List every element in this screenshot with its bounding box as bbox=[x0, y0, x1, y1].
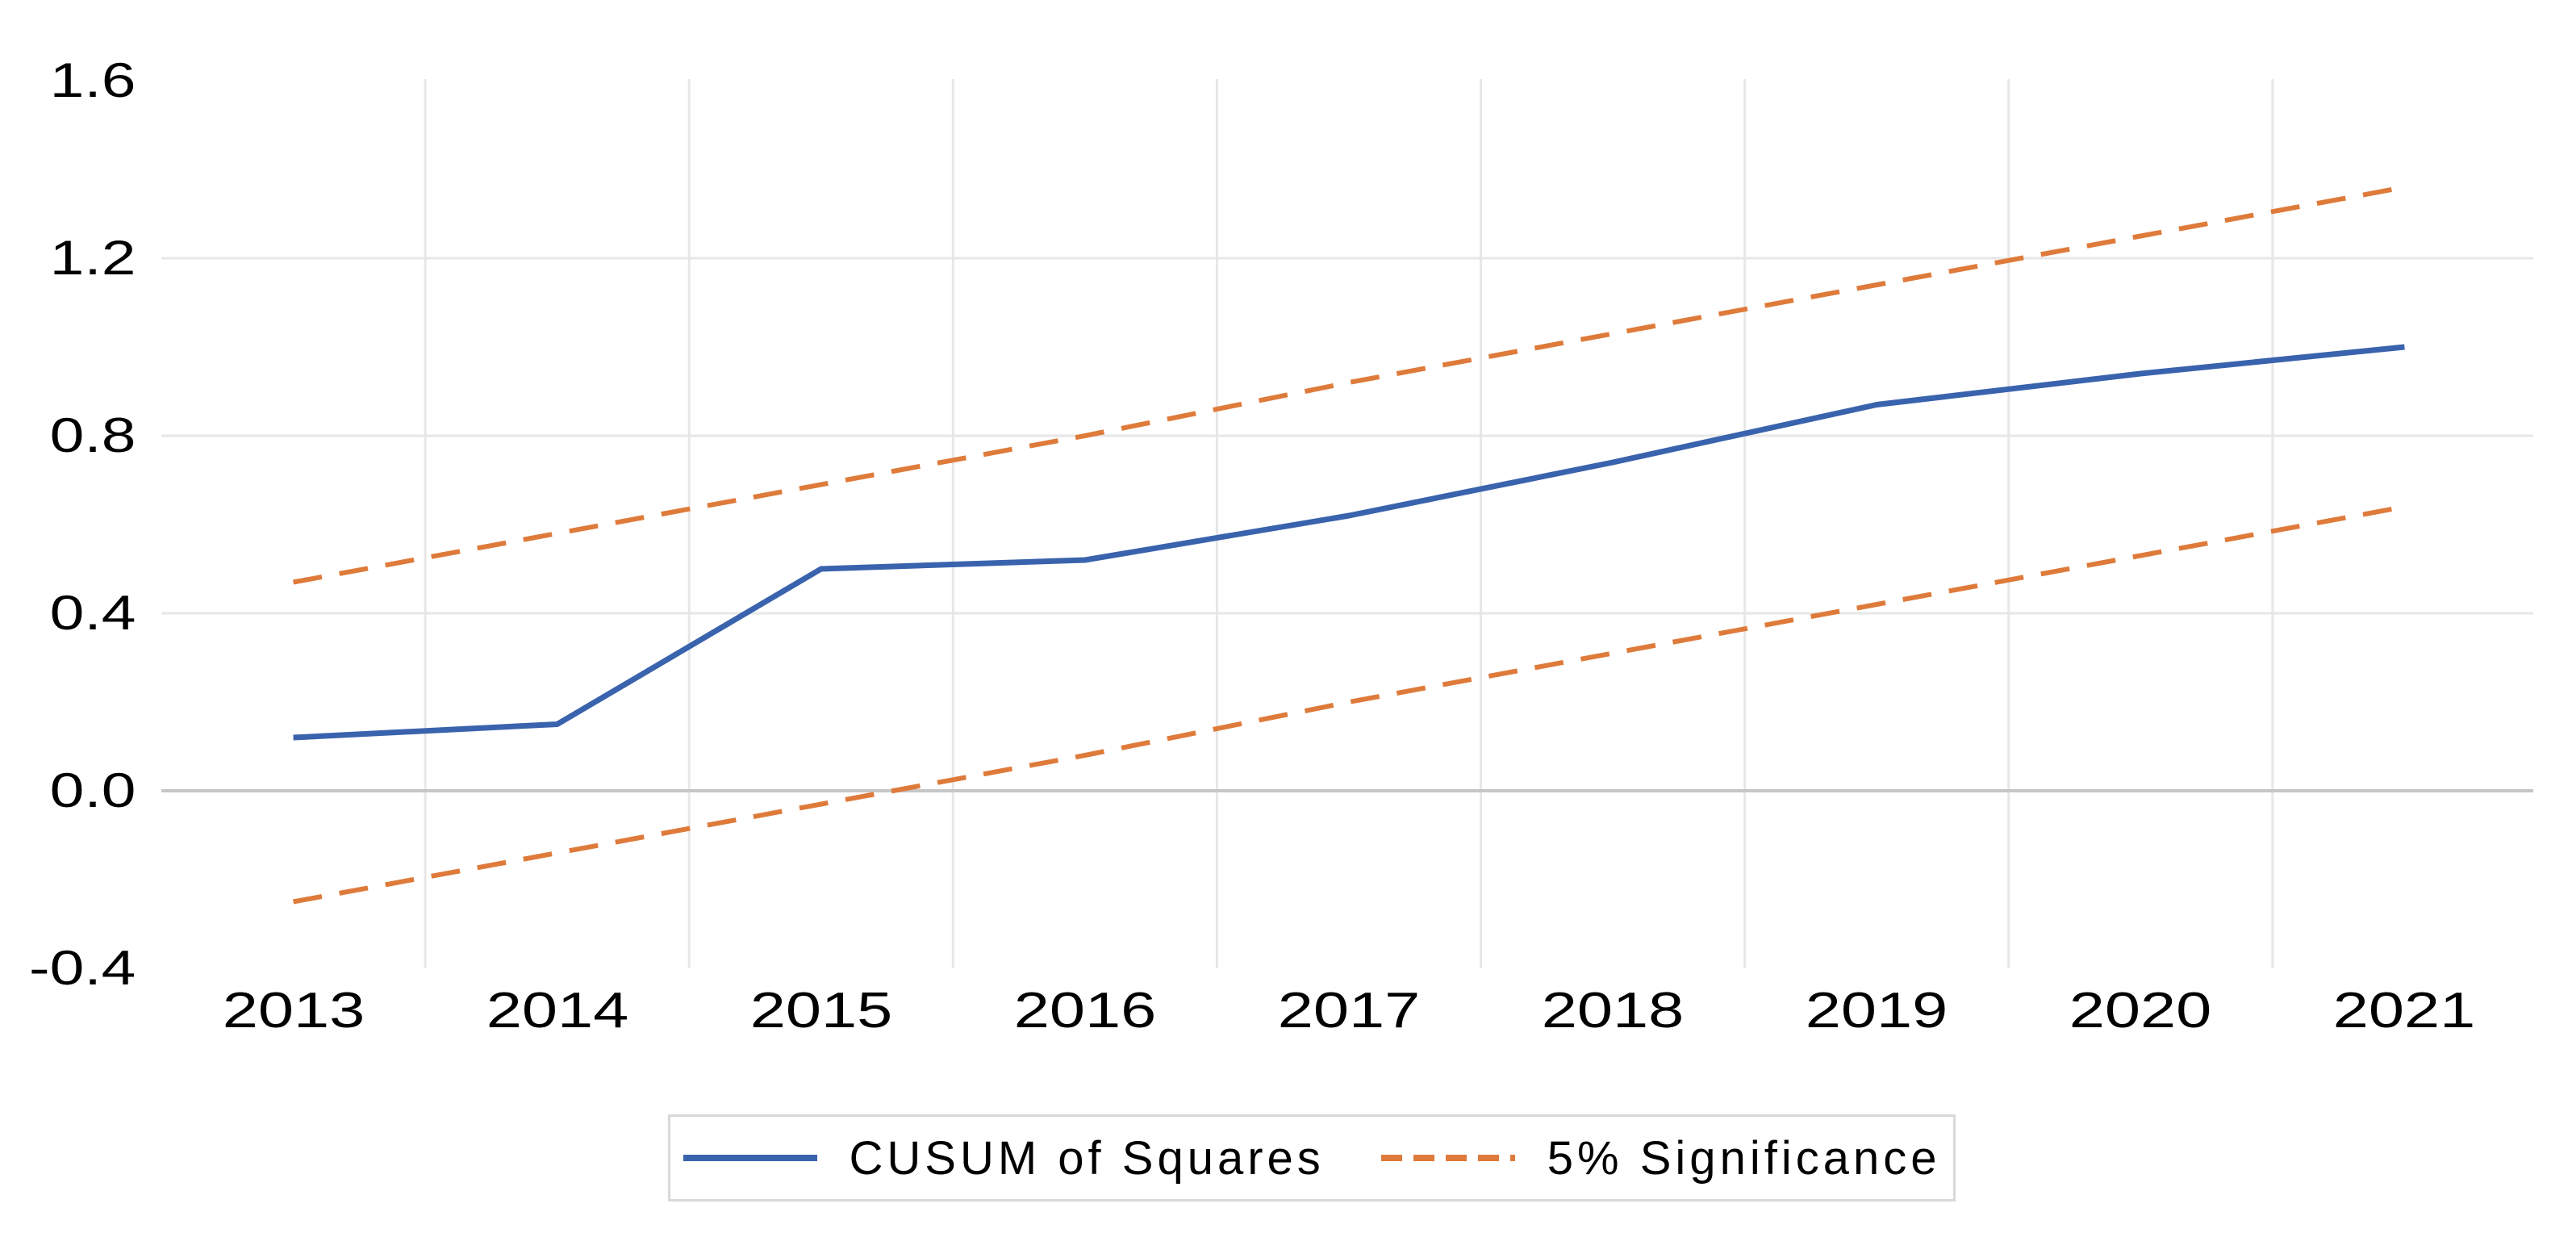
x-tick-text: 2014 bbox=[486, 983, 628, 1039]
legend-item-cusum-of-squares: CUSUM of Squares bbox=[683, 1131, 1325, 1185]
y-tick-label: 1.6 bbox=[0, 48, 136, 113]
series-line-cusum-of-squares bbox=[293, 344, 2405, 741]
dashed-line-swatch-icon bbox=[1380, 1155, 1515, 1161]
y-tick-text: -0.4 bbox=[28, 941, 136, 995]
x-tick-label: 2020 bbox=[2027, 979, 2253, 1043]
x-tick-text: 2020 bbox=[2069, 983, 2212, 1039]
x-tick-label: 2014 bbox=[445, 979, 670, 1043]
x-tick-text: 2015 bbox=[749, 983, 893, 1039]
legend-label-significance: 5% Significance bbox=[1547, 1131, 1941, 1185]
legend-item-5pct-significance: 5% Significance bbox=[1380, 1131, 1941, 1185]
x-tick-label: 2013 bbox=[181, 979, 407, 1043]
y-tick-text: 1.6 bbox=[49, 53, 136, 107]
y-tick-label: 0.8 bbox=[0, 403, 136, 468]
legend-label-cusum: CUSUM of Squares bbox=[849, 1131, 1325, 1185]
x-tick-text: 2016 bbox=[1013, 983, 1157, 1039]
x-tick-label: 2018 bbox=[1500, 979, 1726, 1043]
y-tick-label: -0.4 bbox=[0, 936, 136, 1001]
x-tick-label: 2015 bbox=[708, 979, 934, 1043]
y-tick-text: 1.2 bbox=[49, 231, 136, 285]
y-tick-text: 0.4 bbox=[49, 586, 136, 640]
y-tick-label: 0.4 bbox=[0, 581, 136, 646]
y-tick-label: 1.2 bbox=[0, 226, 136, 290]
x-tick-label: 2019 bbox=[1764, 979, 1989, 1043]
x-tick-text: 2018 bbox=[1541, 983, 1685, 1039]
solid-line-swatch-icon bbox=[683, 1155, 817, 1161]
x-tick-text: 2017 bbox=[1277, 983, 1421, 1039]
x-tick-text: 2013 bbox=[222, 983, 365, 1039]
series-line-5-significance-upper-bound- bbox=[293, 185, 2405, 585]
y-tick-text: 0.0 bbox=[49, 763, 136, 817]
x-tick-label: 2021 bbox=[2291, 979, 2517, 1043]
legend: CUSUM of Squares 5% Significance bbox=[668, 1114, 1956, 1202]
x-tick-text: 2021 bbox=[2333, 983, 2476, 1039]
x-tick-text: 2019 bbox=[1805, 983, 1948, 1039]
series-line-5-significance-lower-bound- bbox=[293, 504, 2405, 905]
y-tick-label: 0.0 bbox=[0, 759, 136, 823]
x-tick-label: 2016 bbox=[972, 979, 1198, 1043]
x-tick-label: 2017 bbox=[1236, 979, 1462, 1043]
y-tick-text: 0.8 bbox=[49, 408, 136, 462]
